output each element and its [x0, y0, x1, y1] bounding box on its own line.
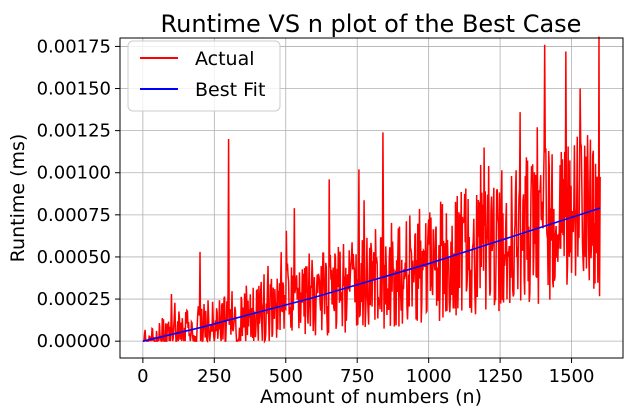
- y-tick-label: 0.00025: [37, 289, 111, 310]
- ticks: 0 250 500 750 1000 1250 1500 0.00000 0.00025 0.00…: [37, 36, 595, 387]
- legend-label-best-fit: Best Fit: [195, 79, 265, 101]
- y-tick-label: 0.00175: [37, 36, 111, 57]
- y-tick-label: 0.00150: [37, 79, 111, 100]
- x-tick-label: 1250: [477, 366, 523, 387]
- x-tick-label: 250: [197, 366, 231, 387]
- x-tick-label: 750: [340, 366, 374, 387]
- x-tick-label: 1000: [406, 366, 452, 387]
- y-tick-label: 0.00075: [37, 205, 111, 226]
- y-tick-label: 0.00125: [37, 121, 111, 142]
- chart-title: Runtime VS n plot of the Best Case: [161, 10, 582, 38]
- x-tick-label: 500: [269, 366, 303, 387]
- y-tick-label: 0.00000: [37, 331, 111, 352]
- x-axis-label: Amount of numbers (n): [260, 386, 482, 408]
- y-tick-label: 0.00050: [37, 247, 111, 268]
- x-tick-label: 0: [137, 366, 148, 387]
- series-line-actual: [142, 36, 601, 344]
- legend: Actual Best Fit: [127, 40, 281, 112]
- plot-frame: [119, 37, 624, 359]
- y-tick-label: 0.00100: [37, 163, 111, 184]
- y-axis-label: Runtime (ms): [7, 134, 29, 263]
- legend-label-actual: Actual: [195, 48, 255, 70]
- x-tick-label: 1500: [549, 366, 595, 387]
- series-line-best-fit: [142, 207, 601, 342]
- series-layer: [142, 36, 601, 344]
